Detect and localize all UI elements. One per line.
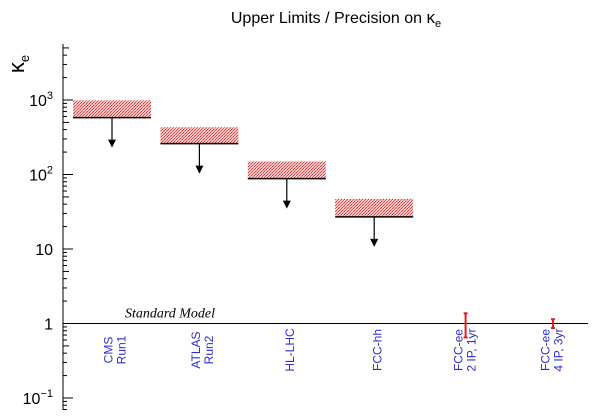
category-label: ATLAS	[189, 331, 203, 368]
limit-arrow-head	[195, 165, 204, 174]
category-label: HL-LHC	[283, 328, 297, 372]
category-label: Run2	[202, 335, 216, 364]
category-label: FCC-ee	[451, 329, 465, 371]
y-tick-label: 10−1	[23, 388, 53, 408]
category-label: 4 IP, 3yr	[552, 328, 566, 371]
limit-box	[335, 198, 414, 217]
category-label: Run1	[115, 335, 129, 364]
limit-box	[73, 100, 151, 118]
y-tick-label: 10	[35, 242, 53, 259]
axes	[62, 44, 73, 411]
reference-line-label: Standard Model	[125, 307, 215, 322]
limit-box	[247, 161, 326, 179]
category-label: CMS	[102, 337, 116, 364]
marks	[63, 100, 588, 339]
chart-title: Upper Limits / Precision on κe	[231, 8, 441, 30]
y-tick-label: 102	[29, 165, 53, 185]
limit-arrow-head	[282, 200, 291, 209]
y-tick-label: 1	[44, 317, 53, 334]
category-label: 2 IP, 1yr	[464, 328, 478, 371]
y-axis-label: κe	[4, 55, 32, 73]
limit-box	[160, 127, 239, 144]
limit-arrow-head	[108, 139, 116, 148]
limit-arrow-head	[370, 238, 379, 247]
category-label: FCC-ee	[539, 329, 553, 371]
labels: 10−1 1 10 102 103 Standard Model CMS Run1 ATLAS R…	[23, 90, 566, 408]
y-tick-label: 103	[29, 90, 53, 110]
category-label: FCC-hh	[370, 329, 384, 371]
